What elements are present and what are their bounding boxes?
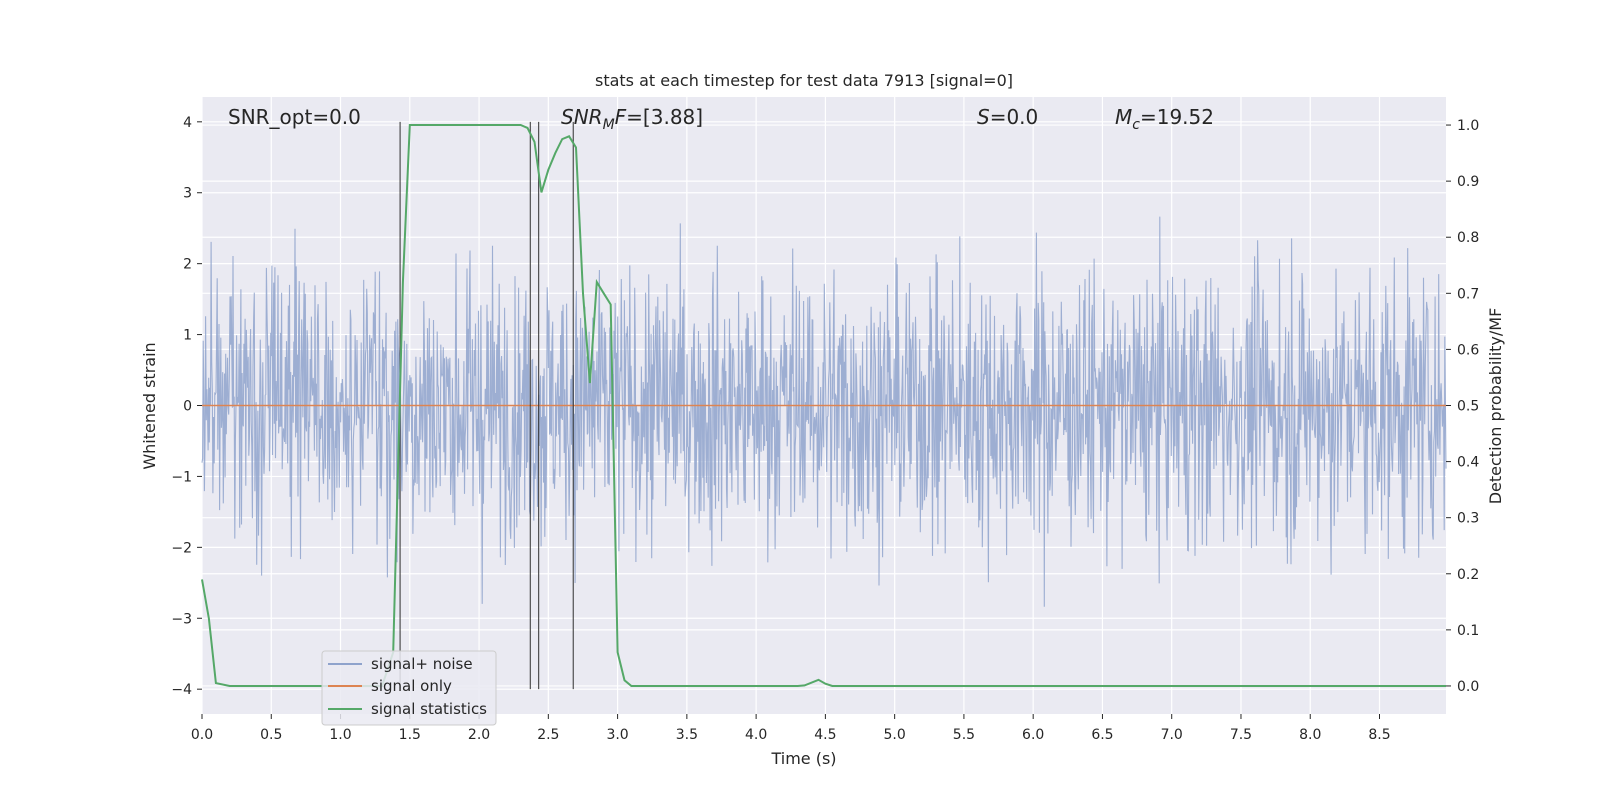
- x-axis-label: Time (s): [770, 749, 836, 768]
- x-tick-label: 1.0: [329, 727, 351, 743]
- x-tick-label: 0.5: [260, 727, 282, 743]
- y-tick-label: −3: [171, 611, 192, 627]
- annotation-mc: Mc=19.52: [1115, 105, 1214, 133]
- legend-label-signal-noise: signal+ noise: [371, 655, 473, 673]
- x-tick-label: 5.0: [884, 727, 906, 743]
- x-axis-ticks: 0.0 0.5 1.0 1.5 2.0 2.5 3.0 3.5 4.0 4.5 5.0 5.5 6.0 6…: [191, 714, 1391, 743]
- x-tick-label: 7.5: [1230, 727, 1252, 743]
- annotation-s: S=0.0: [977, 105, 1038, 129]
- y2-tick-label: 0.8: [1457, 230, 1479, 246]
- x-tick-label: 7.0: [1161, 727, 1183, 743]
- y2-tick-label: 0.4: [1457, 455, 1479, 471]
- y2-tick-label: 0.1: [1457, 623, 1479, 639]
- annotation-snr-opt: SNR_opt=0.0: [228, 105, 361, 129]
- x-tick-label: 4.5: [814, 727, 836, 743]
- x-tick-label: 2.5: [537, 727, 559, 743]
- y-tick-label: 3: [183, 186, 192, 202]
- x-tick-label: 2.0: [468, 727, 490, 743]
- y2-tick-label: 0.3: [1457, 511, 1479, 527]
- annotation-snr-mf: SNRMF=[3.88]: [561, 105, 703, 133]
- y2-tick-label: 1.0: [1457, 118, 1479, 134]
- y-tick-label: −4: [171, 682, 192, 698]
- y2-axis-label: Detection probability/MF: [1486, 308, 1505, 505]
- noise-line: [201, 216, 1447, 607]
- x-tick-label: 6.5: [1091, 727, 1113, 743]
- y2-tick-label: 0.2: [1457, 567, 1479, 583]
- legend-label-signal-statistics: signal statistics: [371, 700, 487, 718]
- series-signal-noise: [201, 216, 1447, 607]
- chart-title: stats at each timestep for test data 791…: [595, 71, 1013, 90]
- y-axis-label: Whitened strain: [140, 342, 159, 469]
- x-tick-label: 5.5: [953, 727, 975, 743]
- y2-tick-label: 0.6: [1457, 342, 1479, 358]
- x-tick-label: 0.0: [191, 727, 213, 743]
- legend-label-signal-only: signal only: [371, 677, 452, 695]
- legend: signal+ noise signal only signal statist…: [321, 650, 497, 726]
- y-axis-ticks: −4 −3 −2 −1 0 1 2 3 4: [171, 115, 202, 698]
- y-tick-label: −1: [171, 469, 192, 485]
- y2-tick-label: 0.0: [1457, 679, 1479, 695]
- x-tick-label: 3.5: [676, 727, 698, 743]
- y2-tick-label: 0.5: [1457, 399, 1479, 415]
- y-tick-label: 0: [183, 399, 192, 415]
- y2-tick-label: 0.9: [1457, 174, 1479, 190]
- y-tick-label: 4: [183, 115, 192, 131]
- y2-axis-ticks: 0.0 0.1 0.2 0.3 0.4 0.5 0.6 0.7 0.8 0.9 1.0: [1446, 118, 1479, 695]
- x-tick-label: 3.0: [606, 727, 628, 743]
- x-tick-label: 8.0: [1299, 727, 1321, 743]
- x-tick-label: 6.0: [1022, 727, 1044, 743]
- y-tick-label: 2: [183, 257, 192, 273]
- y-tick-label: 1: [183, 328, 192, 344]
- x-tick-label: 4.0: [745, 727, 767, 743]
- x-tick-label: 1.5: [399, 727, 421, 743]
- y2-tick-label: 0.7: [1457, 286, 1479, 302]
- y-tick-label: −2: [171, 540, 192, 556]
- x-tick-label: 8.5: [1368, 727, 1390, 743]
- legend-box: [321, 650, 497, 726]
